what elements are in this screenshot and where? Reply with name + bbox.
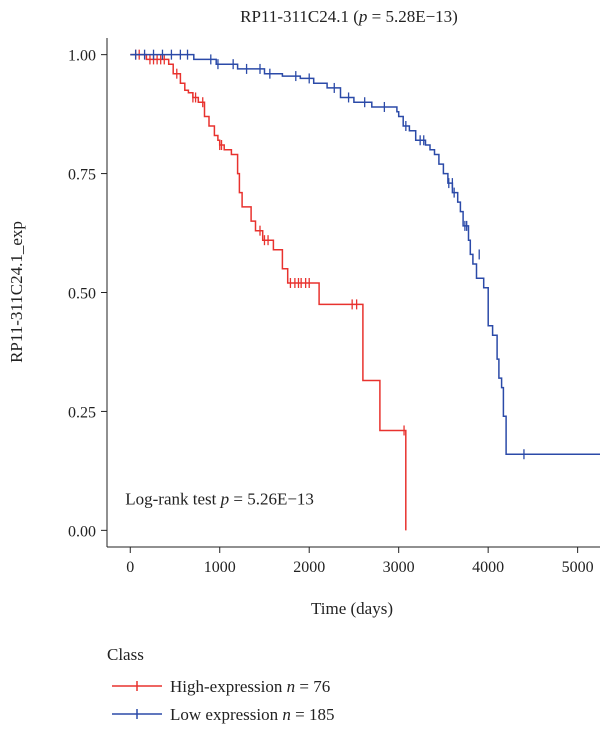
- legend: Class High-expression n = 76 Low express…: [107, 645, 334, 724]
- x-tick-label: 4000: [472, 559, 504, 576]
- legend-entry-high: High-expression n = 76: [112, 677, 330, 696]
- survival-curves: [130, 49, 600, 531]
- y-tick-label: 1.00: [68, 48, 96, 65]
- x-tick-label: 5000: [562, 559, 594, 576]
- survival-curve: [130, 53, 600, 455]
- y-tick-label: 0.25: [68, 404, 96, 421]
- x-tick-label: 0: [126, 559, 134, 576]
- series-1: [130, 49, 600, 460]
- x-tick-label: 2000: [293, 559, 325, 576]
- legend-label-high: High-expression n = 76: [170, 677, 330, 696]
- y-axis-title: RP11-311C24.1_exp: [7, 221, 26, 363]
- legend-entry-low: Low expression n = 185: [112, 705, 334, 724]
- y-ticks: 0.00 0.25 0.50 0.75 1.00: [68, 48, 107, 540]
- x-ticks: 0 1000 2000 3000 4000 5000: [126, 547, 594, 576]
- survival-curve: [130, 53, 407, 531]
- y-tick-label: 0.75: [68, 167, 96, 184]
- x-axis-title: Time (days): [311, 599, 393, 618]
- legend-label-low: Low expression n = 185: [170, 705, 334, 724]
- series-0: [130, 49, 407, 531]
- x-tick-label: 3000: [383, 559, 415, 576]
- x-tick-label: 1000: [204, 559, 236, 576]
- legend-title: Class: [107, 645, 144, 664]
- y-tick-label: 0.00: [68, 523, 96, 540]
- chart-title: RP11-311C24.1 (p = 5.28E−13): [240, 7, 458, 26]
- plot-area: 0.00 0.25 0.50 0.75 1.00 0 1000 2000 3000 4000 50…: [68, 38, 600, 576]
- y-tick-label: 0.50: [68, 286, 96, 303]
- log-rank-annotation: Log-rank test p = 5.26E−13: [125, 489, 314, 508]
